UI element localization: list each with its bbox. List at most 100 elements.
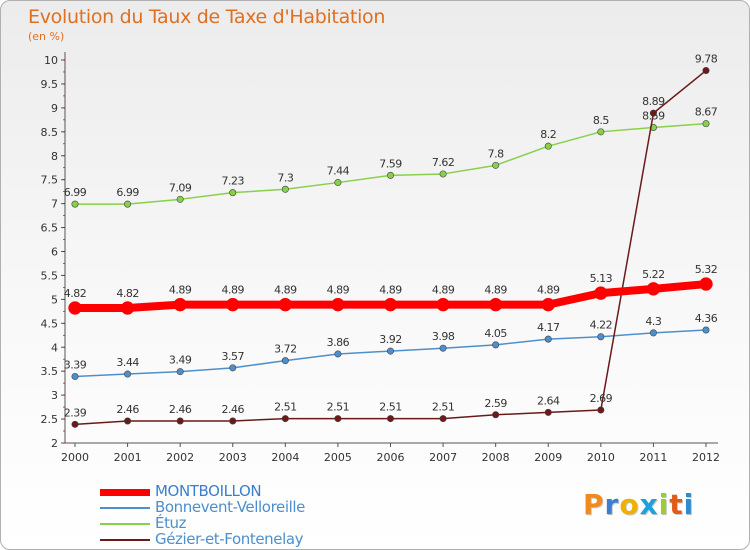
data-label: 4.82: [116, 287, 139, 300]
data-point: [646, 282, 661, 296]
data-label: 3.44: [116, 356, 139, 369]
data-label: 8.67: [695, 106, 718, 119]
logo-letter: x: [639, 488, 659, 521]
data-point: [439, 415, 447, 423]
data-label: 7.8: [488, 147, 504, 160]
y-tick-label: 8.5: [41, 126, 59, 139]
data-label: 7.3: [277, 171, 293, 184]
data-point: [281, 357, 289, 365]
data-label: 2.51: [327, 401, 350, 414]
data-point: [492, 161, 500, 169]
data-point: [492, 411, 500, 419]
data-label: 5.22: [642, 268, 665, 281]
data-point: [386, 171, 394, 179]
data-point: [544, 142, 552, 150]
data-label: 3.49: [169, 354, 192, 367]
data-label: 2.46: [169, 403, 192, 416]
data-point: [281, 185, 289, 193]
legend-swatch: [100, 523, 150, 525]
data-label: 8.2: [540, 128, 556, 141]
data-label: 2.51: [379, 401, 402, 414]
data-point: [702, 326, 710, 334]
data-point: [439, 170, 447, 178]
data-point: [488, 297, 503, 312]
data-point: [124, 200, 132, 208]
x-tick-label: 2012: [692, 451, 720, 464]
logo-letter: o: [619, 488, 640, 521]
data-point: [334, 179, 342, 187]
data-label: 9.78: [695, 53, 718, 66]
data-point: [597, 406, 605, 414]
y-tick-label: 8: [51, 150, 58, 163]
data-point: [594, 286, 608, 300]
legend-swatch: [100, 489, 150, 496]
y-tick-label: 2: [51, 437, 58, 450]
legend-label: Gézier-et-Fontenelay: [155, 530, 304, 548]
data-label: 4.3: [645, 315, 661, 328]
series-line-3: [74, 69, 707, 426]
data-point: [597, 128, 605, 136]
data-point: [334, 415, 342, 423]
data-label: 4.05: [484, 327, 507, 340]
data-point: [124, 370, 132, 378]
data-label: 3.72: [274, 343, 297, 356]
data-point: [331, 297, 345, 312]
data-label: 2.64: [537, 394, 560, 407]
x-tick-label: 2009: [534, 451, 562, 464]
data-label: 7.23: [222, 175, 245, 188]
logo-letter: i: [658, 488, 670, 521]
data-point: [71, 420, 79, 428]
data-label: 4.36: [695, 312, 718, 325]
y-tick-label: 2.5: [41, 413, 59, 426]
y-tick-label: 3.5: [41, 365, 59, 378]
data-label: 3.39: [64, 358, 87, 371]
data-point: [702, 67, 710, 75]
legend-swatch: [100, 507, 150, 509]
data-point: [386, 347, 394, 355]
x-tick-label: 2003: [219, 451, 247, 464]
data-label: 2.39: [64, 406, 87, 419]
x-tick-label: 2011: [639, 451, 667, 464]
y-tick-label: 6.5: [41, 222, 59, 235]
legend-label: Bonnevent-Velloreille: [155, 498, 305, 516]
y-tick-label: 6: [51, 246, 58, 259]
y-tick-label: 3: [51, 389, 58, 402]
data-label: 4.82: [64, 287, 87, 300]
data-label: 4.89: [379, 284, 402, 297]
data-label: 4.89: [537, 284, 560, 297]
x-tick-label: 2000: [61, 451, 89, 464]
data-point: [71, 372, 79, 380]
data-point: [334, 350, 342, 358]
data-label: 7.59: [379, 157, 402, 170]
data-label: 4.89: [169, 284, 192, 297]
x-tick-label: 2006: [377, 451, 405, 464]
y-tick-label: 4: [51, 341, 58, 354]
data-label: 7.62: [432, 156, 455, 169]
data-point: [173, 297, 187, 312]
data-label: 6.99: [116, 186, 139, 199]
data-label: 3.92: [379, 333, 402, 346]
data-point: [71, 200, 79, 208]
data-point: [124, 417, 132, 425]
logo-letter: P: [583, 488, 605, 521]
data-point: [281, 415, 289, 423]
data-point: [386, 415, 394, 423]
logo-letter: i: [683, 488, 695, 521]
data-label: 2.51: [274, 401, 297, 414]
data-point: [226, 297, 240, 312]
data-label: 6.99: [64, 186, 87, 199]
data-label: 5.32: [695, 263, 718, 276]
data-point: [68, 301, 82, 315]
data-label: 2.59: [484, 397, 507, 410]
data-point: [176, 195, 184, 203]
y-tick-label: 4.5: [41, 317, 59, 330]
chart-subtitle: (en %): [28, 30, 65, 43]
data-label: 4.17: [537, 321, 560, 334]
y-tick-label: 10: [44, 54, 58, 67]
data-point: [278, 297, 293, 312]
data-label: 4.89: [274, 284, 297, 297]
data-label: 2.69: [590, 392, 613, 405]
data-label: 2.46: [116, 403, 139, 416]
x-tick-label: 2002: [166, 451, 194, 464]
x-tick-label: 2007: [429, 451, 457, 464]
